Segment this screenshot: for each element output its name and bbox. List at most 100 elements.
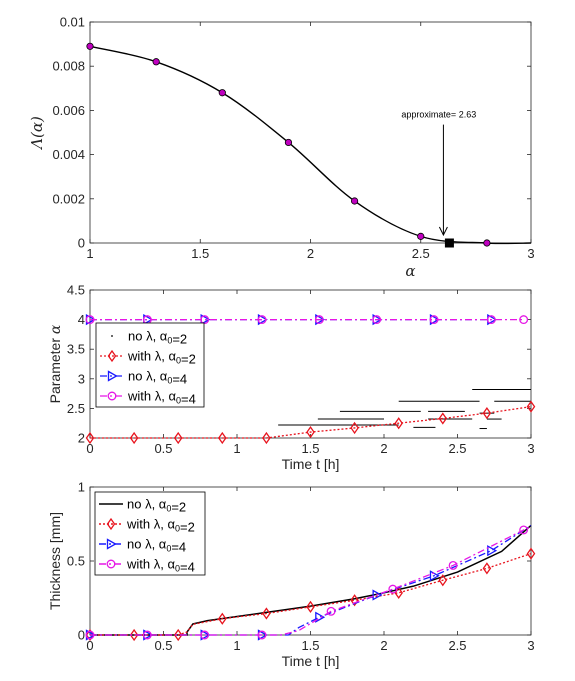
diamond-marker [526,400,536,413]
legend-text-part: with λ, [127,349,168,364]
annotation-square-marker [444,238,454,248]
diamond-marker [107,349,117,363]
y-tick-label: 0 [78,236,85,251]
diamond-marker [306,425,315,439]
x-tick-label: 1.5 [191,246,209,261]
legend-label: no λ, α0=2 [128,329,187,347]
lambda-point [218,89,226,97]
triangle-marker [107,370,118,382]
legend-label: no λ, α0=4 [128,369,187,387]
circle-marker [106,559,116,569]
y-tick-label: 2 [78,431,85,446]
y-tick-label: 3.5 [67,342,85,357]
alpha-subscript: 0 [166,544,171,554]
diamond-marker [350,421,359,435]
alpha-subscript: 0 [175,524,180,534]
circle-marker [85,630,95,640]
legend-label: with λ, α0=2 [127,349,196,367]
legend-text-part: =4 [181,392,196,407]
x-tick-label: 0 [86,638,93,653]
diamond-marker [129,628,139,642]
diamond-marker [394,417,403,430]
x-tick-label: 1.5 [301,441,319,456]
x-tick-label: 2 [380,441,387,456]
legend-text-part: no λ, [128,329,160,344]
y-tick-label: 0 [78,628,85,643]
legend-text-part: no λ, [127,537,159,552]
diamond-marker [262,607,271,620]
y-tick-label: 2.5 [67,401,85,416]
x-tick-label: 3 [527,638,534,653]
legend-label: with λ, α0=2 [126,517,195,535]
alpha-symbol: α [167,517,175,532]
diamond-marker [106,517,116,531]
legend-text-part: =2 [172,332,187,347]
alpha-subscript: 0 [166,504,171,514]
diamond-marker [526,547,536,560]
x-axis-label: α [405,262,415,280]
legend-text-part: with λ, [126,557,167,572]
triangle-marker [106,538,117,550]
y-tick-label: 1 [78,480,85,495]
circle-marker [314,315,324,325]
circle-marker [429,315,439,325]
y-tick-label: 0.004 [52,147,85,162]
legend-label: no λ, α0=4 [127,537,186,555]
triangle-marker [372,589,383,601]
alpha-subscript: 0 [175,564,180,574]
diamond-marker [173,431,183,445]
alpha-symbol: α [167,557,175,572]
diamond-marker [438,574,448,587]
x-tick-label: 2.5 [448,638,466,653]
lambda-curve [89,45,532,245]
diamond-marker [218,431,227,445]
y-tick-label: 0.002 [52,191,85,206]
legend-text-part: =2 [180,520,195,535]
legend-text-part: with λ, [127,389,168,404]
legend-text-part: =2 [181,352,196,367]
series-line-0 [90,524,532,636]
diamond-marker [306,600,315,614]
legend-text-part: =2 [171,500,186,515]
legend-label: with λ, α0=4 [126,557,195,575]
alpha-subscript: 0 [176,356,181,366]
x-tick-label: 3 [527,246,534,261]
circle-marker [142,630,152,640]
diamond-marker [218,612,227,625]
diamond-marker [438,412,448,425]
x-tick-label: 3 [527,441,534,456]
alpha-symbol: α [168,349,176,364]
triangle-marker [429,570,440,582]
plot-area [89,21,532,244]
x-tick-label: 1 [233,638,240,653]
y-tick-label: 3 [78,371,85,386]
alpha-subscript: 0 [176,396,181,406]
x-tick-label: 2.5 [412,246,430,261]
circle-marker [326,606,336,616]
y-label-text: Parameter [47,334,63,403]
diamond-marker [173,628,183,642]
circle-marker [200,315,210,325]
x-tick-label: 0 [86,441,93,456]
circle-marker [372,315,382,325]
y-axis-label: Thickness [mm] [47,512,63,610]
y-label-alpha: α [48,324,64,334]
y-tick-label: 0.008 [52,59,85,74]
legend-text-part: =4 [171,540,186,555]
circle-marker [448,560,458,570]
y-axis-label: Parameter α [47,324,64,403]
diamond-marker [350,594,359,607]
diamond-marker [482,407,492,420]
circle-marker [85,315,95,325]
circle-marker [486,315,496,325]
y-axis-label: Λ(α) [28,116,46,151]
x-tick-label: 2 [307,246,314,261]
x-tick-label: 2.5 [448,441,466,456]
legend-text-part: =4 [180,560,195,575]
lambda-point [417,232,425,240]
circle-marker [519,315,529,325]
